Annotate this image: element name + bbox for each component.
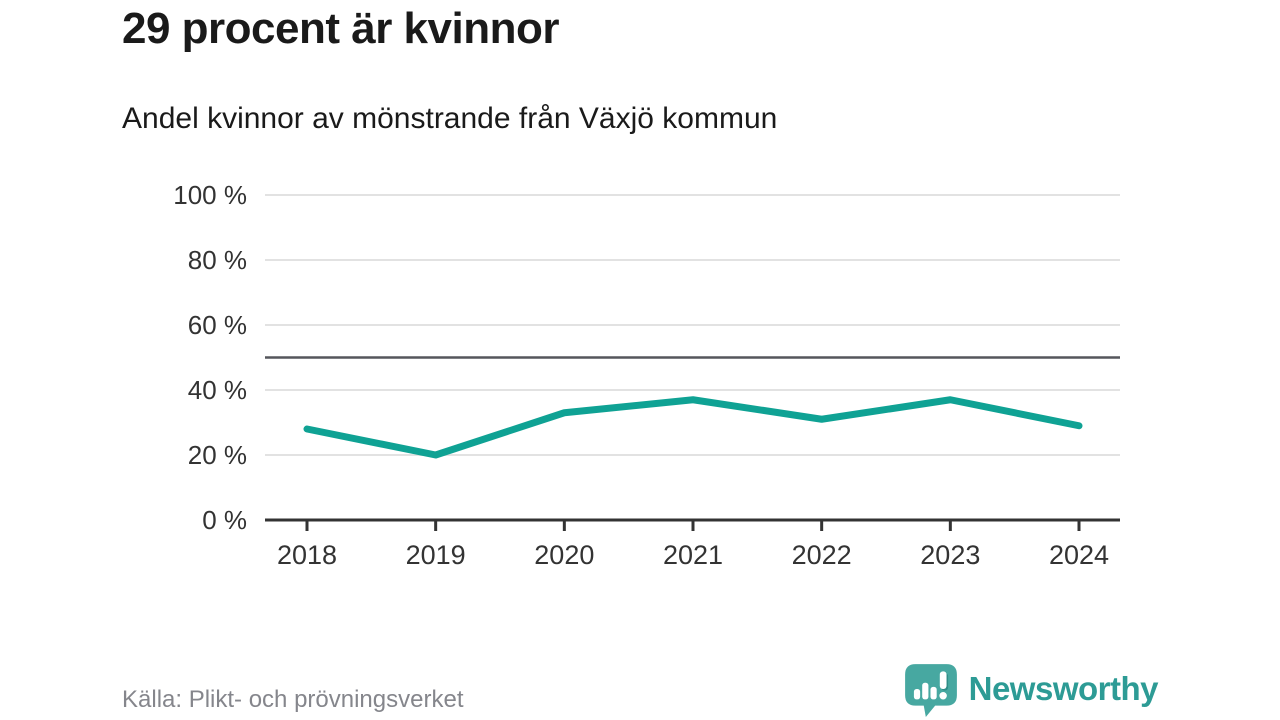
x-axis-label: 2024	[1049, 540, 1109, 570]
logo-bar-2	[921, 682, 929, 700]
x-axis-label: 2023	[920, 540, 980, 570]
y-axis-label: 80 %	[188, 245, 247, 275]
x-axis-label: 2021	[663, 540, 723, 570]
y-axis-label: 100 %	[173, 180, 247, 210]
logo-bar-3	[930, 686, 937, 700]
x-axis-label: 2019	[406, 540, 466, 570]
chart-subtitle: Andel kvinnor av mönstrande från Växjö k…	[122, 102, 778, 135]
y-axis-label: 40 %	[188, 375, 247, 405]
newsworthy-logo-icon	[904, 664, 957, 717]
logo-exclamation-stem	[939, 671, 947, 689]
logo-exclamation-dot	[939, 692, 947, 700]
x-axis-label: 2022	[792, 540, 852, 570]
data-line-andel-kvinnor	[303, 396, 1083, 459]
brand-logo: Newsworthy	[902, 661, 1159, 717]
x-axis-label: 2020	[534, 540, 594, 570]
chart-title: 29 procent är kvinnor	[122, 4, 559, 53]
y-axis-label: 20 %	[188, 440, 247, 470]
y-axis-label: 60 %	[188, 310, 247, 340]
source-note: Källa: Plikt- och prövningsverket	[122, 686, 464, 713]
logo-bar-1	[913, 689, 920, 700]
line-chart: 0 % 20 % 40 % 60 % 80 % 100 % 2018 2019 2020 2021…	[173, 180, 1120, 570]
y-axis-label: 0 %	[202, 505, 247, 535]
brand-name: Newsworthy	[968, 670, 1159, 707]
x-axis-label: 2018	[277, 540, 337, 570]
